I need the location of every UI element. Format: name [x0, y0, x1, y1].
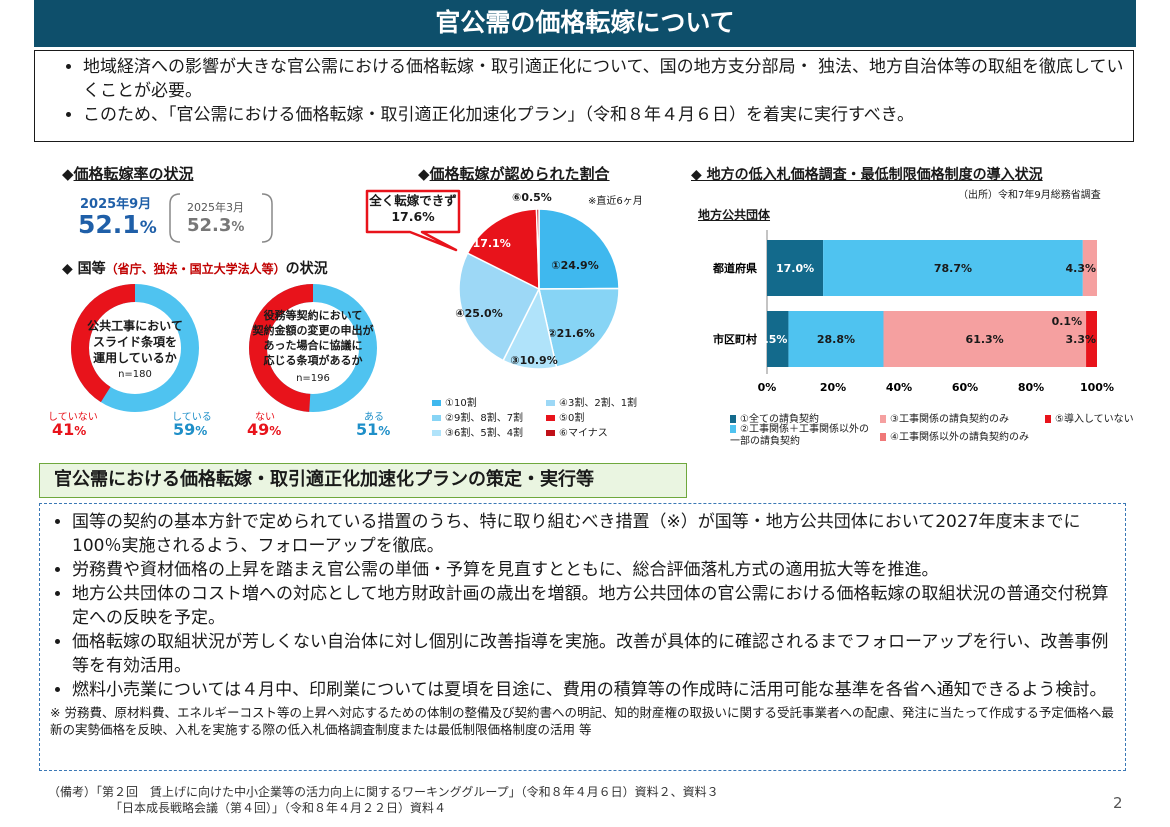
- bar-category-label: 都道府県: [712, 261, 757, 275]
- pie-legend-item-5: ⑤0割: [546, 409, 676, 424]
- survey-source: （出所）令和7年9月総務省調査: [958, 190, 1101, 201]
- pie-slice-label: ②21.6%: [547, 327, 594, 340]
- donut2-no-pct: 49%: [247, 420, 282, 439]
- pie-legend-item-2: ②9割、8割、7割: [432, 409, 552, 424]
- bar-x-tick: 0%: [758, 381, 777, 394]
- bar-value-label: 61.3%: [966, 333, 1004, 346]
- footer-line-1: （備考）「第２回 賃上げに向けた中小企業等の活力向上に関するワーキンググループ」…: [48, 785, 719, 799]
- stacked-bar-chart: 都道府県 17.0% 78.7% 4.3% 市区町村 6.5% 28.8% 61.3% 0.1%…: [712, 230, 1114, 394]
- bar-legend: ①全ての請負契約 ②工事関係＋工事関係以外の 一部の請負契約 ③工事関係の請負契…: [730, 410, 1134, 456]
- prev-rate-value: 52.3%: [187, 215, 245, 236]
- intro-bullet: このため、「官公需における価格転嫁・取引適正化加速化プラン」（令和８年４月６日）…: [83, 103, 1125, 127]
- bar-legend-item-5: ⑤導入していない: [1045, 410, 1135, 425]
- bar-segment: [788, 311, 884, 367]
- pie-top-label: ⑥0.5%: [512, 191, 552, 204]
- current-rate-value: 52.1%: [78, 210, 157, 239]
- intro-bullet: 地域経済への影響が大きな官公需における価格転嫁・取引適正化について、国の地方支分…: [83, 55, 1125, 103]
- bar-segment: [767, 311, 789, 367]
- bar-value-label: 6.5%: [757, 333, 788, 346]
- donut-chart-1: [71, 284, 199, 412]
- footer-line-2: 「日本成長戦略会議（第４回）」（令和８年４月２２日）資料４: [110, 801, 447, 815]
- pie-slice-label: ③10.9%: [510, 354, 557, 367]
- donut1-yes-pct: 59%: [173, 420, 208, 439]
- bar-value-label: 78.7%: [934, 262, 972, 275]
- donut2-yes-label: ある: [364, 412, 384, 423]
- bar-segment: [1086, 311, 1097, 367]
- pie-callout-text: 全く転嫁できず 17.6%: [369, 193, 457, 224]
- donut1-no-arc: [71, 284, 199, 412]
- bar-value-label: 17.0%: [776, 262, 814, 275]
- bar-legend-item-2: ②工事関係＋工事関係以外の 一部の請負契約: [730, 424, 869, 447]
- donut1-question: 公共工事において スライド条項を 運用しているか: [87, 319, 183, 365]
- pie-legend-item-6: ⑥マイナス: [546, 424, 676, 439]
- survey-subheading: 地方公共団体: [698, 208, 771, 222]
- plan-bullet: 価格転嫁の取組状況が芳しくない自治体に対し個別に改善指導を実施。改善が具体的に確…: [72, 630, 1119, 678]
- bar-segment: [823, 240, 1083, 296]
- bar-x-tick: 100%: [1080, 381, 1114, 394]
- page-title: 官公需の価格転嫁について: [34, 0, 1136, 47]
- pie-callout-box: [365, 189, 461, 252]
- plan-bullet: 労務費や資材価格の上昇を踏まえ官公需の単価・予算を見直すとともに、総合評価落札方…: [72, 558, 1119, 582]
- bar-value-label: 3.3%: [1065, 333, 1096, 346]
- plan-bullet: 国等の契約の基本方針で定められている措置のうち、特に取り組むべき措置（※）が国等…: [72, 510, 1119, 558]
- pie-slice: [458, 252, 541, 362]
- rate-heading: ◆価格転嫁率の状況: [62, 165, 194, 183]
- plan-bullet: 燃料小売業については４月中、印刷業については夏頃を目途に、費用の積算等の作成時に…: [72, 678, 1119, 702]
- bar-segment: [883, 311, 1086, 367]
- pie-slice: [535, 208, 540, 290]
- bar-x-tick: 20%: [820, 381, 846, 394]
- pie-slice: [466, 208, 540, 291]
- donut-chart-2: [249, 284, 377, 412]
- donut2-no-label: ない: [255, 412, 275, 423]
- pie-chart: ①24.9% ②21.6% ③10.9% ④25.0% ⑤17.1%: [455, 208, 620, 370]
- prev-rate-bracket: [169, 193, 273, 243]
- pie-legend-item-1: ①10割: [432, 394, 552, 409]
- bar-legend-item-1: ①全ての請負契約: [730, 410, 880, 425]
- donut2-no-arc: [249, 284, 377, 412]
- bar-legend-item-4: ④工事関係以外の請負契約のみ: [880, 428, 1050, 443]
- pie-legend-item-4: ④3割、2割、1割: [546, 394, 676, 409]
- plan-bullet: 地方公共団体のコスト増への対応として地方財政計画の歳出を増額。地方公共団体の官公…: [72, 582, 1119, 630]
- page-number: 2: [1113, 794, 1123, 812]
- pie-heading: ◆価格転嫁が認められた割合: [418, 165, 610, 183]
- pie-slice-label: ④25.0%: [455, 307, 502, 320]
- pie-note: ※直近6ヶ月: [588, 196, 643, 207]
- pie-slice: [538, 208, 620, 290]
- bar-value-label: 0.1%: [1052, 315, 1083, 328]
- bar-x-tick: 40%: [886, 381, 912, 394]
- pie-legend-item-3: ③6割、5割、4割: [432, 424, 552, 439]
- bar-x-tick: 60%: [952, 381, 978, 394]
- bar-value-label: 4.3%: [1065, 262, 1096, 275]
- donut1-n: n=180: [118, 369, 152, 380]
- bar-segment: [767, 240, 824, 296]
- current-rate-label: 2025年9月: [80, 197, 152, 212]
- donut2-n: n=196: [296, 373, 330, 384]
- plan-note: ※ 労務費、原材料費、エネルギーコスト等の上昇へ対応するための体制の整備及び契約…: [50, 705, 1114, 737]
- intro-box: 地域経済への影響が大きな官公需における価格転嫁・取引適正化について、国の地方支分…: [34, 50, 1134, 142]
- plan-body: 国等の契約の基本方針で定められている措置のうち、特に取り組むべき措置（※）が国等…: [39, 503, 1126, 771]
- pie-slice: [538, 287, 620, 368]
- bar-value-label: 28.8%: [817, 333, 855, 346]
- pie-slice-label: ①24.9%: [551, 259, 598, 272]
- donut2-question: 役務等契約において 契約金額の変更の申出が あった場合に協議に 応じる条項がある…: [252, 309, 374, 367]
- bar-segment: [1082, 240, 1097, 296]
- donut2-yes-pct: 51%: [356, 420, 391, 439]
- pie-slice-label: ⑤17.1%: [463, 237, 510, 250]
- bar-segment: [1085, 311, 1087, 367]
- donut1-yes-label: している: [172, 412, 212, 423]
- bar-legend-item-3: ③工事関係の請負契約のみ: [880, 410, 1050, 425]
- survey-heading: ◆ 地方の低入札価格調査・最低制限価格制度の導入状況: [691, 167, 1043, 183]
- bar-x-tick: 80%: [1018, 381, 1044, 394]
- donut1-no-label: していない: [48, 412, 98, 423]
- prev-rate-label: 2025年3月: [187, 201, 244, 214]
- donut1-no-pct: 41%: [52, 420, 87, 439]
- national-heading: ◆ 国等（省庁、独法・国立大学法人等）の状況: [62, 261, 328, 277]
- bar-category-label: 市区町村: [713, 332, 757, 346]
- plan-title: 官公需における価格転嫁・取引適正化加速化プランの策定・実行等: [39, 463, 687, 498]
